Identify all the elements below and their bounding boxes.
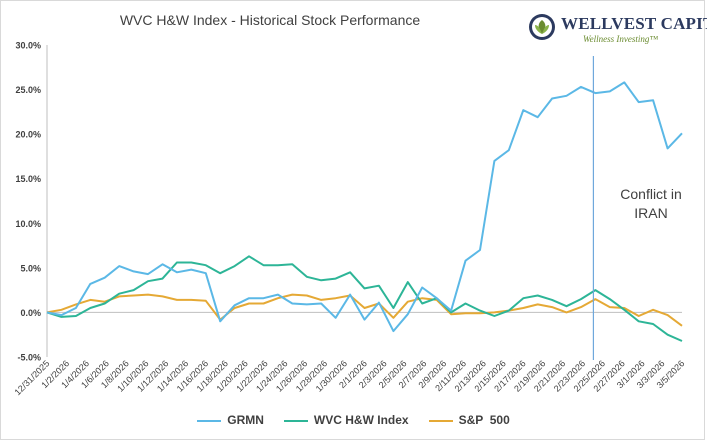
y-tick-label: 20.0% — [15, 130, 41, 140]
wellvest-capital-logo: WELLVEST CAPITAL Wellness Investing™ — [527, 8, 707, 50]
annotation-text-line1: Conflict in — [620, 186, 681, 202]
y-tick-label: 0.0% — [20, 308, 41, 318]
annotation-text-line2: IRAN — [634, 205, 667, 221]
series-line-s-p-500 — [46, 293, 683, 327]
y-tick-label: 10.0% — [15, 219, 41, 229]
legend-label: WVC H&W Index — [313, 413, 409, 427]
y-tick-label: 30.0% — [15, 41, 41, 51]
legend-label: S&P 500 — [458, 413, 510, 427]
legend-item: GRMN — [197, 413, 264, 427]
leaf-globe-icon — [529, 14, 555, 40]
legend-item: WVC H&W Index — [283, 413, 409, 427]
series-line-grmn — [46, 81, 683, 333]
legend-swatch — [428, 419, 453, 422]
chart-title: WVC H&W Index - Historical Stock Perform… — [119, 12, 421, 28]
legend-swatch — [197, 419, 222, 422]
logo-tagline-text: Wellness Investing — [583, 34, 650, 44]
logo-trademark: ™ — [649, 34, 659, 44]
y-tick-label: 5.0% — [20, 263, 41, 273]
series-line-wvc-h-w-index — [46, 255, 683, 342]
chart-legend: GRMN WVC H&W Index S&P 500 — [0, 413, 707, 427]
y-tick-label: 15.0% — [15, 174, 41, 184]
logo-name: WELLVEST CAPITAL — [561, 14, 707, 33]
y-tick-label: 25.0% — [15, 85, 41, 95]
legend-label: GRMN — [227, 413, 264, 427]
legend-item: S&P 500 — [428, 413, 510, 427]
y-tick-label: -5.0% — [17, 353, 41, 363]
legend-swatch — [283, 419, 308, 422]
logo-tagline: Wellness Investing™ — [583, 34, 658, 44]
